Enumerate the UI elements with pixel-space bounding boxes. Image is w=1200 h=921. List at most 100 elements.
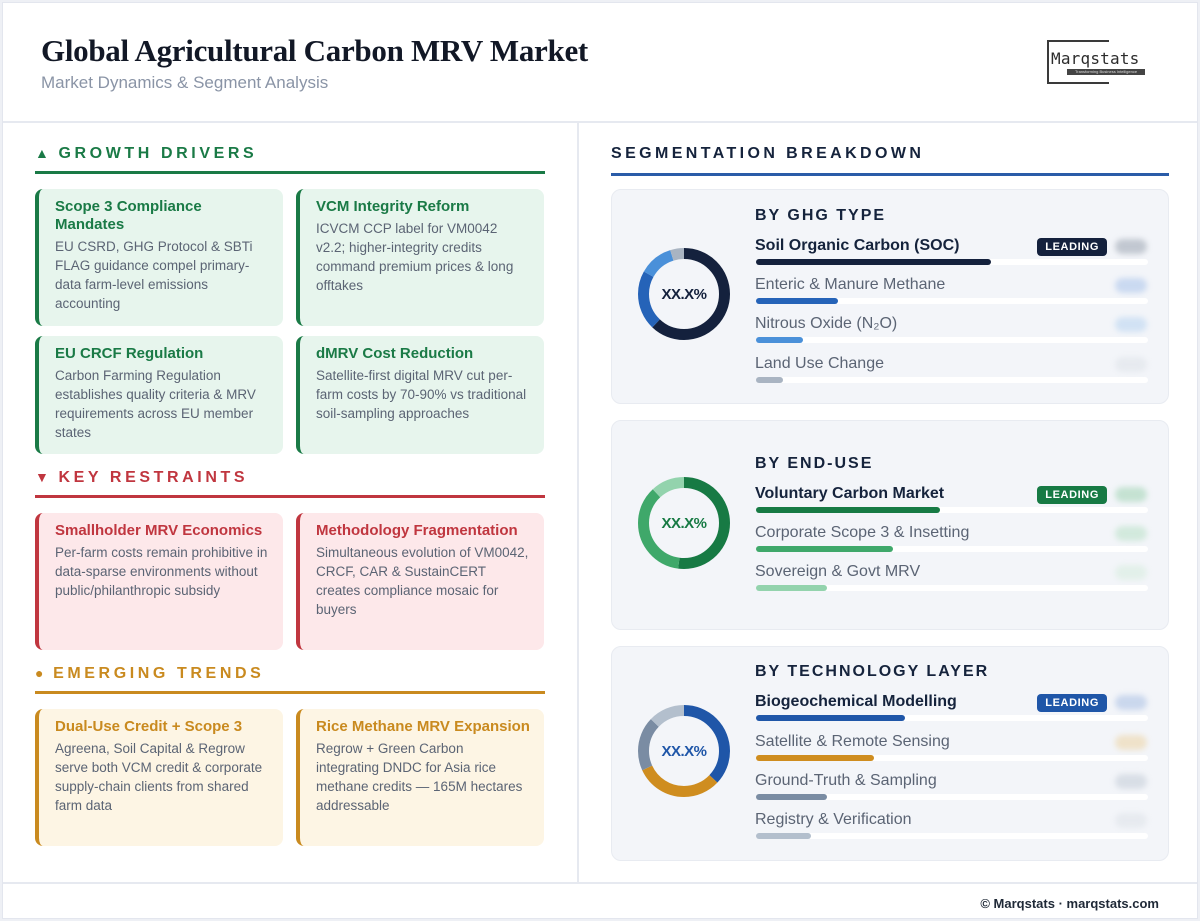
segment-name: Sovereign & Govt MRV xyxy=(755,563,921,580)
end-use-donut-chart: XX.X% xyxy=(638,477,730,569)
bar-fill xyxy=(756,507,941,513)
restraint-card: Smallholder MRV Economics Per-farm costs… xyxy=(35,513,283,650)
segment-name: Soil Organic Carbon (SOC) xyxy=(755,237,960,254)
card-title: EU CRCF Regulation xyxy=(55,345,204,362)
bar-fill xyxy=(756,546,894,552)
segment-value-obscured xyxy=(1115,735,1147,750)
driver-card: VCM Integrity Reform ICVCM CCP label for… xyxy=(296,189,544,326)
segment-value-obscured xyxy=(1115,487,1147,502)
technology-donut-chart: XX.X% xyxy=(638,705,730,797)
segment-name: Voluntary Carbon Market xyxy=(755,485,945,502)
footer-credit: © Marqstats · marqstats.com xyxy=(980,896,1159,911)
segment-value-obscured xyxy=(1115,526,1147,541)
bar-track xyxy=(756,585,1148,591)
emerging-trends-heading: ● EMERGING TRENDS xyxy=(35,665,545,695)
emerging-trends-label: EMERGING TRENDS xyxy=(53,665,265,682)
segment-value-obscured xyxy=(1115,695,1147,710)
segment-row: Biogeochemical Modelling LEADING xyxy=(755,693,1149,729)
logo-tagline: Transforming Business Intelligence xyxy=(1067,69,1145,75)
bar-track xyxy=(756,337,1148,343)
growth-drivers-heading: ▲ GROWTH DRIVERS xyxy=(35,145,545,175)
card-body: Satellite-first digital MRV cut per-farm… xyxy=(316,368,527,421)
driver-card: Scope 3 Compliance Mandates EU CSRD, GHG… xyxy=(35,189,283,326)
segment-value-obscured xyxy=(1115,357,1147,372)
card-title: Rice Methane MRV Expansion xyxy=(316,718,530,735)
driver-card: EU CRCF Regulation Carbon Farming Regula… xyxy=(35,336,283,454)
section-divider xyxy=(35,691,545,694)
leading-badge: LEADING xyxy=(1037,486,1107,504)
panel-title: BY TECHNOLOGY LAYER xyxy=(755,663,990,680)
segment-value-obscured xyxy=(1115,239,1147,254)
donut-center-label: XX.X% xyxy=(661,285,707,303)
bar-fill xyxy=(756,259,992,265)
bar-track xyxy=(756,298,1148,304)
bar-fill xyxy=(756,755,874,761)
triangle-up-icon: ▲ xyxy=(35,145,53,161)
card-title: Methodology Fragmentation xyxy=(316,522,518,539)
logo-wordmark: Marqstats xyxy=(1051,49,1142,68)
donut-center-label: XX.X% xyxy=(661,514,707,532)
header: Global Agricultural Carbon MRV Market Ma… xyxy=(3,3,1197,123)
bar-fill xyxy=(756,585,827,591)
key-restraints-label: KEY RESTRAINTS xyxy=(58,469,249,486)
segment-name: Corporate Scope 3 & Insetting xyxy=(755,524,970,541)
bar-fill xyxy=(756,337,804,343)
segment-row: Land Use Change xyxy=(755,355,1149,391)
bar-track xyxy=(756,833,1148,839)
panel-title: BY GHG TYPE xyxy=(755,207,887,224)
segmentation-label: SEGMENTATION BREAKDOWN xyxy=(611,145,925,162)
card-body: Simultaneous evolution of VM0042, CRCF, … xyxy=(316,545,529,617)
section-divider xyxy=(35,495,545,498)
card-title: VCM Integrity Reform xyxy=(316,198,470,215)
bar-track xyxy=(756,755,1148,761)
card-body: Agreena, Soil Capital & Regrow serve bot… xyxy=(55,741,263,813)
donut-svg xyxy=(638,477,730,569)
card-title: dMRV Cost Reduction xyxy=(316,345,474,362)
page-subtitle: Market Dynamics & Segment Analysis xyxy=(41,73,329,92)
column-divider xyxy=(577,123,579,883)
card-title: Scope 3 Compliance Mandates xyxy=(55,198,202,233)
triangle-down-icon: ▼ xyxy=(35,469,53,485)
footer: © Marqstats · marqstats.com xyxy=(3,882,1197,920)
segment-name: Nitrous Oxide (N₂O) xyxy=(755,315,898,332)
segment-row: Nitrous Oxide (N₂O) xyxy=(755,315,1149,351)
segment-row: Satellite & Remote Sensing xyxy=(755,733,1149,769)
bar-track xyxy=(756,794,1148,800)
bar-fill xyxy=(756,833,811,839)
segment-row: Enteric & Manure Methane xyxy=(755,276,1149,312)
marqstats-logo: Marqstats Transforming Business Intellig… xyxy=(1047,40,1163,86)
segment-value-obscured xyxy=(1115,278,1147,293)
leading-badge: LEADING xyxy=(1037,694,1107,712)
segment-name: Biogeochemical Modelling xyxy=(755,693,957,710)
segment-row: Ground-Truth & Sampling xyxy=(755,772,1149,808)
key-restraints-heading: ▼ KEY RESTRAINTS xyxy=(35,469,545,499)
bar-track xyxy=(756,259,1148,265)
segment-name: Ground-Truth & Sampling xyxy=(755,772,937,789)
card-body: Regrow + Green Carbon integrating DNDC f… xyxy=(316,741,523,813)
donut-svg xyxy=(638,705,730,797)
card-body: Carbon Farming Regulation establishes qu… xyxy=(55,368,256,440)
card-title: Smallholder MRV Economics xyxy=(55,522,263,539)
segment-row: Corporate Scope 3 & Insetting xyxy=(755,524,1149,560)
section-divider xyxy=(611,173,1169,176)
bar-track xyxy=(756,546,1148,552)
card-body: Per-farm costs remain prohibitive in dat… xyxy=(55,545,268,598)
bar-fill xyxy=(756,298,839,304)
segment-value-obscured xyxy=(1115,565,1147,580)
bar-track xyxy=(756,507,1148,513)
growth-drivers-label: GROWTH DRIVERS xyxy=(58,145,258,162)
segment-row: Sovereign & Govt MRV xyxy=(755,563,1149,599)
trend-card: Rice Methane MRV Expansion Regrow + Gree… xyxy=(296,709,544,846)
segment-row: Voluntary Carbon Market LEADING xyxy=(755,485,1149,521)
segment-name: Enteric & Manure Methane xyxy=(755,276,946,293)
card-body: EU CSRD, GHG Protocol & SBTi FLAG guidan… xyxy=(55,239,253,311)
segment-name: Registry & Verification xyxy=(755,811,912,828)
bar-track xyxy=(756,715,1148,721)
driver-card: dMRV Cost Reduction Satellite-first digi… xyxy=(296,336,544,454)
card-title: Dual-Use Credit + Scope 3 xyxy=(55,718,243,735)
bar-fill xyxy=(756,715,905,721)
logo-frame-icon xyxy=(1047,40,1109,84)
restraint-card: Methodology Fragmentation Simultaneous e… xyxy=(296,513,544,650)
end-use-panel: XX.X% BY END-USE Voluntary Carbon Market… xyxy=(611,420,1169,630)
